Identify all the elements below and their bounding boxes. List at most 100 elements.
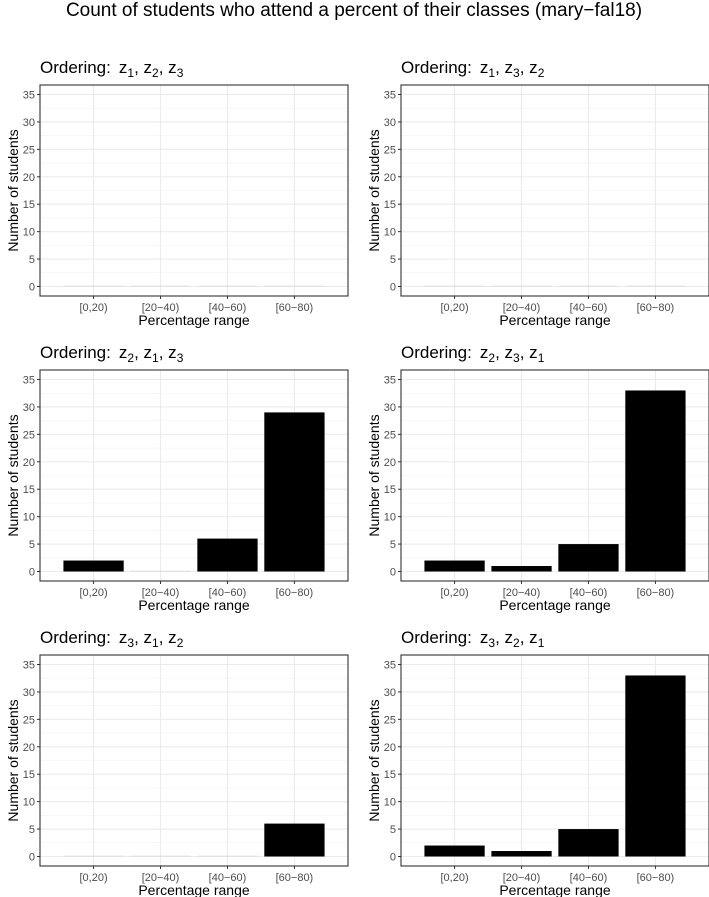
panel-title: Ordering: z1, z3, z2 [401, 58, 545, 80]
x-tick-label: [60−80) [276, 302, 314, 314]
bar-3 [558, 285, 619, 287]
ordering-var: z [119, 343, 128, 362]
ordering-var: z [163, 343, 176, 362]
panel-border [39, 369, 349, 582]
panel-title-label: Ordering: [40, 628, 111, 647]
y-axis-title: Number of students [366, 129, 382, 251]
y-tick-label: 5 [390, 254, 396, 266]
x-axis-title: Percentage range [499, 597, 611, 613]
ordering-var: z [163, 58, 176, 77]
ordering-var: z [119, 628, 128, 647]
ordering-sep: , [159, 628, 164, 647]
y-tick-label: 20 [23, 742, 35, 754]
y-tick-label: 5 [29, 539, 35, 551]
y-tick-label: 35 [23, 659, 35, 671]
y-tick-label: 15 [23, 484, 35, 496]
x-tick-label: [60−80) [276, 872, 314, 884]
y-tick-label: 5 [390, 824, 396, 836]
ordering-subscript: 2 [488, 351, 495, 365]
bar-3 [197, 538, 258, 572]
panel-title-label: Ordering: [401, 628, 472, 647]
x-axis-title: Percentage range [499, 312, 611, 328]
y-tick-label: 0 [29, 282, 35, 294]
y-tick-label: 25 [384, 714, 396, 726]
ordering-var: z [139, 58, 152, 77]
bar-3 [558, 829, 619, 857]
ordering-subscript: 3 [127, 636, 134, 650]
ordering-subscript: 1 [538, 351, 545, 365]
ordering-var: z [500, 628, 513, 647]
y-tick-label: 10 [384, 512, 396, 524]
bar-2 [130, 855, 191, 857]
bar-1 [424, 845, 485, 857]
ordering-subscript: 3 [177, 66, 184, 80]
x-tick-label: [20−40) [142, 587, 180, 599]
y-tick-label: 20 [384, 742, 396, 754]
x-tick-label: [0,20) [79, 587, 107, 599]
y-tick-label: 0 [390, 282, 396, 294]
y-tick-label: 15 [384, 199, 396, 211]
x-tick-label: [60−80) [637, 872, 675, 884]
bar-1 [424, 560, 485, 572]
ordering-var: z [119, 58, 128, 77]
bar-2 [491, 285, 552, 287]
panel-title: Ordering: z2, z1, z3 [40, 343, 184, 365]
x-tick-label: [20−40) [142, 872, 180, 884]
panel-title-label: Ordering: [40, 343, 111, 362]
bar-3 [197, 855, 258, 857]
ordering-var: z [163, 628, 176, 647]
ordering-subscript: 2 [538, 66, 545, 80]
ordering-subscript: 3 [488, 636, 495, 650]
ordering-sep: , [495, 58, 500, 77]
bar-1 [63, 560, 124, 572]
ordering-sep: , [495, 628, 500, 647]
y-tick-label: 15 [384, 769, 396, 781]
y-tick-label: 30 [384, 402, 396, 414]
bar-2 [130, 570, 191, 572]
ordering-sep: , [520, 58, 525, 77]
bar-4 [625, 285, 686, 287]
y-tick-label: 0 [390, 852, 396, 864]
figure-title: Count of students who attend a percent o… [66, 0, 642, 21]
ordering-var: z [480, 343, 489, 362]
y-tick-label: 35 [23, 89, 35, 101]
y-tick-label: 15 [384, 484, 396, 496]
panel-title-label: Ordering: [401, 58, 472, 77]
panel-title: Ordering: z3, z2, z1 [401, 628, 545, 650]
panel-border [400, 369, 709, 582]
y-tick-label: 30 [23, 117, 35, 129]
y-tick-label: 10 [384, 797, 396, 809]
ordering-var: z [480, 58, 489, 77]
y-tick-label: 25 [23, 144, 35, 156]
x-tick-label: [0,20) [440, 587, 468, 599]
x-tick-label: [0,20) [79, 872, 107, 884]
ordering-subscript: 3 [177, 351, 184, 365]
x-tick-label: [20−40) [503, 302, 541, 314]
ordering-subscript: 2 [152, 66, 159, 80]
ordering-subscript: 3 [513, 351, 520, 365]
chart-panel-5: Ordering: z3, z1, z205101520253035[0,20)[… [5, 628, 349, 897]
y-tick-label: 10 [384, 227, 396, 239]
panel-border [400, 84, 709, 297]
y-tick-label: 30 [23, 402, 35, 414]
ordering-var: z [139, 343, 152, 362]
bar-2 [130, 285, 191, 287]
ordering-subscript: 1 [127, 66, 134, 80]
panel-border [400, 654, 709, 867]
bar-2 [491, 851, 552, 857]
y-axis-title: Number of students [366, 414, 382, 536]
ordering-var: z [480, 628, 489, 647]
x-tick-label: [0,20) [440, 872, 468, 884]
bar-1 [63, 855, 124, 857]
bar-4 [264, 412, 325, 572]
bar-3 [197, 285, 258, 287]
x-tick-label: [40−60) [209, 587, 247, 599]
ordering-subscript: 1 [488, 66, 495, 80]
panel-title: Ordering: z3, z1, z2 [40, 628, 184, 650]
ordering-sep: , [159, 58, 164, 77]
y-tick-label: 30 [384, 117, 396, 129]
chart-panel-2: Ordering: z1, z3, z205101520253035[0,20)[… [366, 58, 709, 328]
x-tick-label: [40−60) [209, 302, 247, 314]
y-tick-label: 5 [29, 824, 35, 836]
